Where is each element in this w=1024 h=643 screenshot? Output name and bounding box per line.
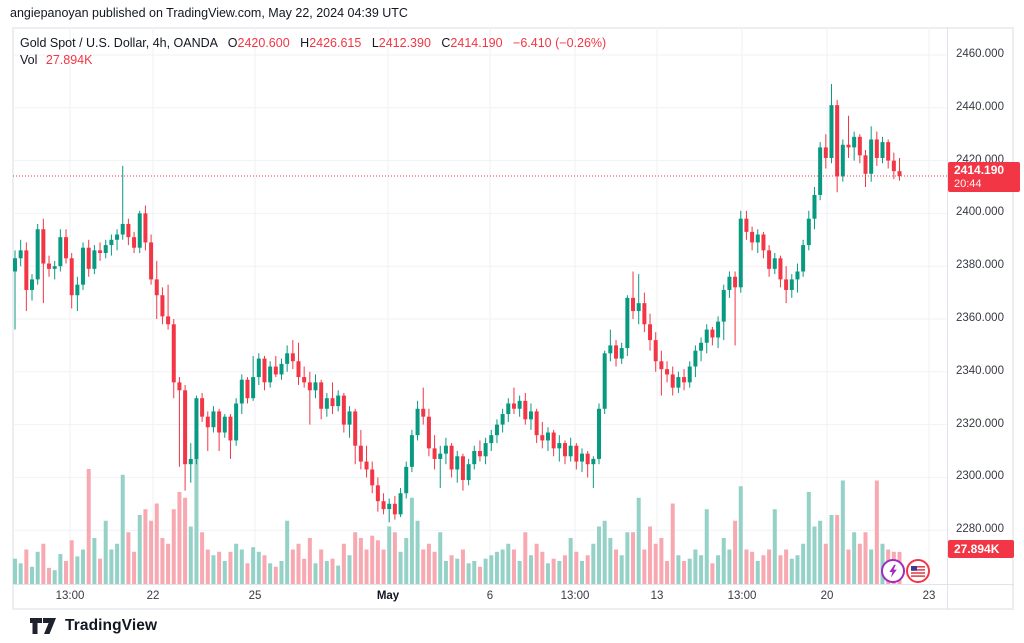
price-tick-label: 2280.000: [956, 523, 1004, 536]
high-value: 2426.615: [309, 36, 362, 50]
brand-name: TradingView: [65, 617, 158, 634]
us-event-marker[interactable]: [906, 559, 930, 583]
tradingview-footer[interactable]: TradingView: [30, 617, 157, 635]
close-value: 2414.190: [450, 36, 503, 50]
bar-countdown: 20:44: [954, 177, 982, 190]
price-tick-label: 2460.000: [956, 48, 1004, 60]
symbol-header[interactable]: Gold Spot / U.S. Dollar, 4h, OANDA O2420…: [20, 36, 606, 50]
time-tick-label: 13:00: [560, 590, 590, 602]
volume-value: 27.894K: [45, 53, 93, 67]
volume-label: Vol: [20, 53, 38, 67]
last-price-label: 2414.190 20:44: [948, 161, 1020, 193]
time-tick-label: 6: [486, 590, 494, 602]
price-tick-label: 2380.000: [956, 259, 1004, 272]
price-tick-label: 2320.000: [956, 417, 1004, 430]
price-tick-label: 2440.000: [956, 100, 1004, 113]
symbol-title: Gold Spot / U.S. Dollar, 4h, OANDA: [20, 36, 218, 50]
price-tick-label: 2400.000: [956, 206, 1004, 219]
low-label: L: [371, 36, 379, 50]
time-tick-label: 13:00: [55, 590, 85, 602]
attribution-text: angiepanoyan published on TradingView.co…: [10, 6, 408, 20]
close-label: C: [441, 36, 451, 50]
us-flag-icon: [911, 565, 925, 577]
lightning-icon: [889, 564, 897, 578]
price-tick-label: 2340.000: [956, 364, 1004, 377]
price-scale-border: [947, 27, 948, 610]
current-volume-label: 27.894K: [948, 540, 1014, 558]
last-price-value: 2414.190: [954, 162, 1005, 177]
time-tick-label: 13: [650, 590, 664, 602]
time-tick-label: 23: [922, 590, 936, 602]
time-tick-label: 22: [146, 590, 160, 602]
open-label: O: [227, 36, 238, 50]
time-tick-label: 20: [820, 590, 834, 602]
time-tick-label: 13:00: [727, 590, 757, 602]
economic-event-marker[interactable]: [881, 559, 905, 583]
high-label: H: [300, 36, 310, 50]
low-value: 2412.390: [378, 36, 431, 50]
change-value: −6.410 (−0.26%): [513, 36, 607, 50]
time-tick-label: May: [376, 590, 400, 602]
time-tick-label: 25: [248, 590, 262, 602]
price-tick-label: 2360.000: [956, 312, 1004, 324]
open-value: 2420.600: [237, 36, 290, 50]
time-scale-border: [13, 584, 1014, 585]
price-tick-label: 2300.000: [956, 470, 1004, 483]
tradingview-logo: [30, 617, 56, 634]
volume-indicator-row[interactable]: Vol 27.894K: [20, 53, 92, 67]
